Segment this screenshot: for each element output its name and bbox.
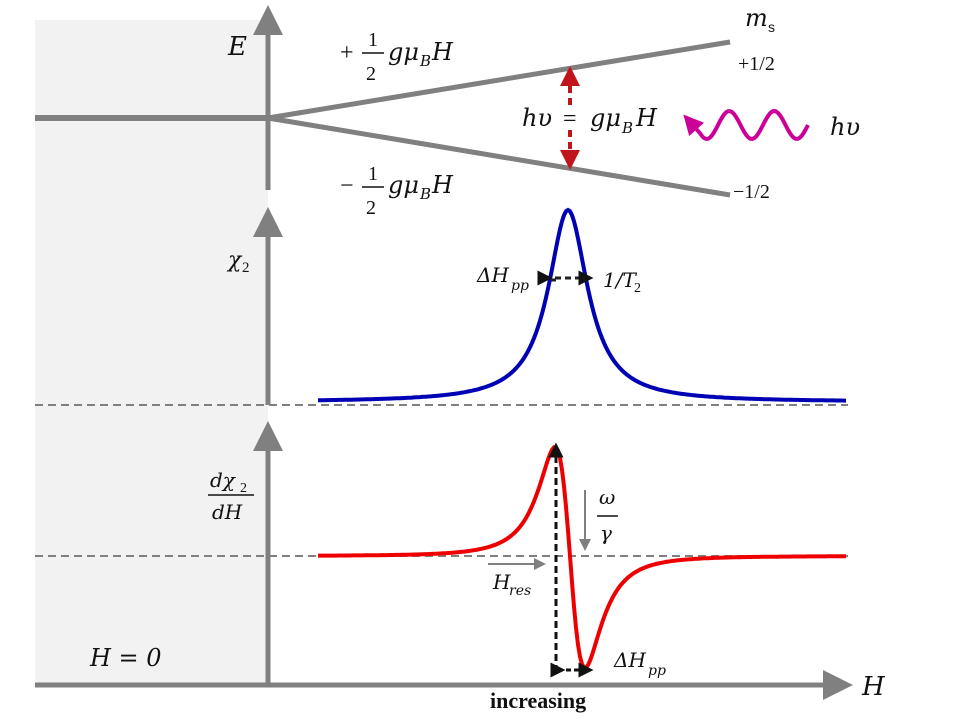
ms-label: m xyxy=(745,4,768,32)
lower-state-label: −1/2 xyxy=(733,181,770,203)
resonance-field-sub: res xyxy=(509,583,531,599)
svg-text:γ: γ xyxy=(600,521,612,545)
absorption-curve xyxy=(318,207,846,403)
field-axis-label: H xyxy=(861,672,886,702)
energy-axis-label: E xyxy=(227,32,247,62)
svg-text:ω: ω xyxy=(599,485,615,509)
peak-to-peak-label: ΔH xyxy=(613,648,646,672)
svg-text:2: 2 xyxy=(366,197,376,219)
absorption-axis-label: χ xyxy=(226,248,243,273)
svg-text:B: B xyxy=(621,119,633,137)
ms-subscript: s xyxy=(768,19,775,35)
upper-level xyxy=(267,39,731,121)
zero-field-region xyxy=(35,20,268,685)
svg-text:2: 2 xyxy=(366,63,376,85)
upper-state-label: +1/2 xyxy=(738,53,775,75)
zero-field-label: H = 0 xyxy=(89,644,162,672)
upper-energy-label: + 1 2 gμ B H xyxy=(340,29,454,85)
svg-text:dχ: dχ xyxy=(210,468,237,492)
svg-text:gμ: gμ xyxy=(590,104,621,132)
resonance-condition: hυ = gμ B H xyxy=(522,104,658,137)
svg-text:1: 1 xyxy=(368,29,378,51)
svg-text:gμ: gμ xyxy=(388,38,419,66)
svg-text:B: B xyxy=(419,52,431,70)
lower-energy-label: − 1 2 gμ B H xyxy=(340,163,454,219)
photon-wave-icon xyxy=(683,108,810,142)
svg-text:hυ: hυ xyxy=(522,104,552,132)
svg-text:+: + xyxy=(340,40,354,66)
svg-text:dH: dH xyxy=(212,500,243,524)
derivative-curve xyxy=(318,445,846,670)
relaxation-sub: 2 xyxy=(634,281,641,296)
svg-text:2: 2 xyxy=(240,481,247,496)
svg-text:H: H xyxy=(635,104,658,132)
svg-text:H: H xyxy=(431,38,454,66)
svg-text:B: B xyxy=(419,185,431,203)
peak-to-peak-sub: pp xyxy=(648,663,666,679)
absorption-axis-sub: 2 xyxy=(242,260,250,276)
svg-text:gμ: gμ xyxy=(388,171,419,199)
omega-gamma-label: ω γ xyxy=(597,485,618,545)
derivative-axis-label: dχ 2 dH xyxy=(208,468,254,524)
absorption-width-sub: pp xyxy=(511,278,529,294)
resonance-field-label: H xyxy=(492,570,511,594)
svg-text:H: H xyxy=(431,171,454,199)
lower-level xyxy=(267,115,731,198)
photon-label: hυ xyxy=(830,113,860,141)
relaxation-label: 1/T xyxy=(603,268,637,292)
svg-text:1: 1 xyxy=(368,163,378,185)
svg-text:=: = xyxy=(563,106,577,132)
svg-text:−: − xyxy=(340,173,354,199)
absorption-width-label: ΔH xyxy=(476,263,509,287)
increasing-caption: increasing xyxy=(490,688,586,713)
